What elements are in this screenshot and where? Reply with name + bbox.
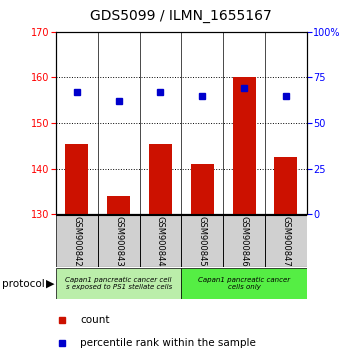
Text: count: count bbox=[80, 315, 110, 325]
Bar bbox=[223, 215, 265, 267]
Text: Capan1 pancreatic cancer cell
s exposed to PS1 stellate cells: Capan1 pancreatic cancer cell s exposed … bbox=[65, 277, 172, 290]
Text: GSM900845: GSM900845 bbox=[198, 216, 207, 267]
Text: GSM900847: GSM900847 bbox=[282, 216, 291, 267]
Text: GSM900843: GSM900843 bbox=[114, 216, 123, 267]
Bar bbox=[140, 215, 181, 267]
Text: percentile rank within the sample: percentile rank within the sample bbox=[80, 338, 256, 348]
Bar bbox=[65, 143, 88, 214]
Text: protocol: protocol bbox=[2, 279, 44, 289]
Bar bbox=[181, 215, 223, 267]
Bar bbox=[191, 164, 214, 214]
Bar bbox=[265, 215, 307, 267]
Text: GSM900846: GSM900846 bbox=[240, 216, 249, 267]
Text: ▶: ▶ bbox=[45, 279, 54, 289]
Text: GSM900842: GSM900842 bbox=[72, 216, 81, 267]
Bar bbox=[56, 215, 98, 267]
Text: GDS5099 / ILMN_1655167: GDS5099 / ILMN_1655167 bbox=[90, 9, 271, 23]
Bar bbox=[232, 78, 256, 214]
Bar bbox=[181, 268, 307, 299]
Bar bbox=[56, 268, 181, 299]
Bar bbox=[149, 143, 172, 214]
Bar bbox=[274, 157, 297, 214]
Bar bbox=[98, 215, 140, 267]
Text: GSM900844: GSM900844 bbox=[156, 216, 165, 267]
Bar bbox=[107, 196, 130, 214]
Text: Capan1 pancreatic cancer
cells only: Capan1 pancreatic cancer cells only bbox=[198, 277, 290, 290]
